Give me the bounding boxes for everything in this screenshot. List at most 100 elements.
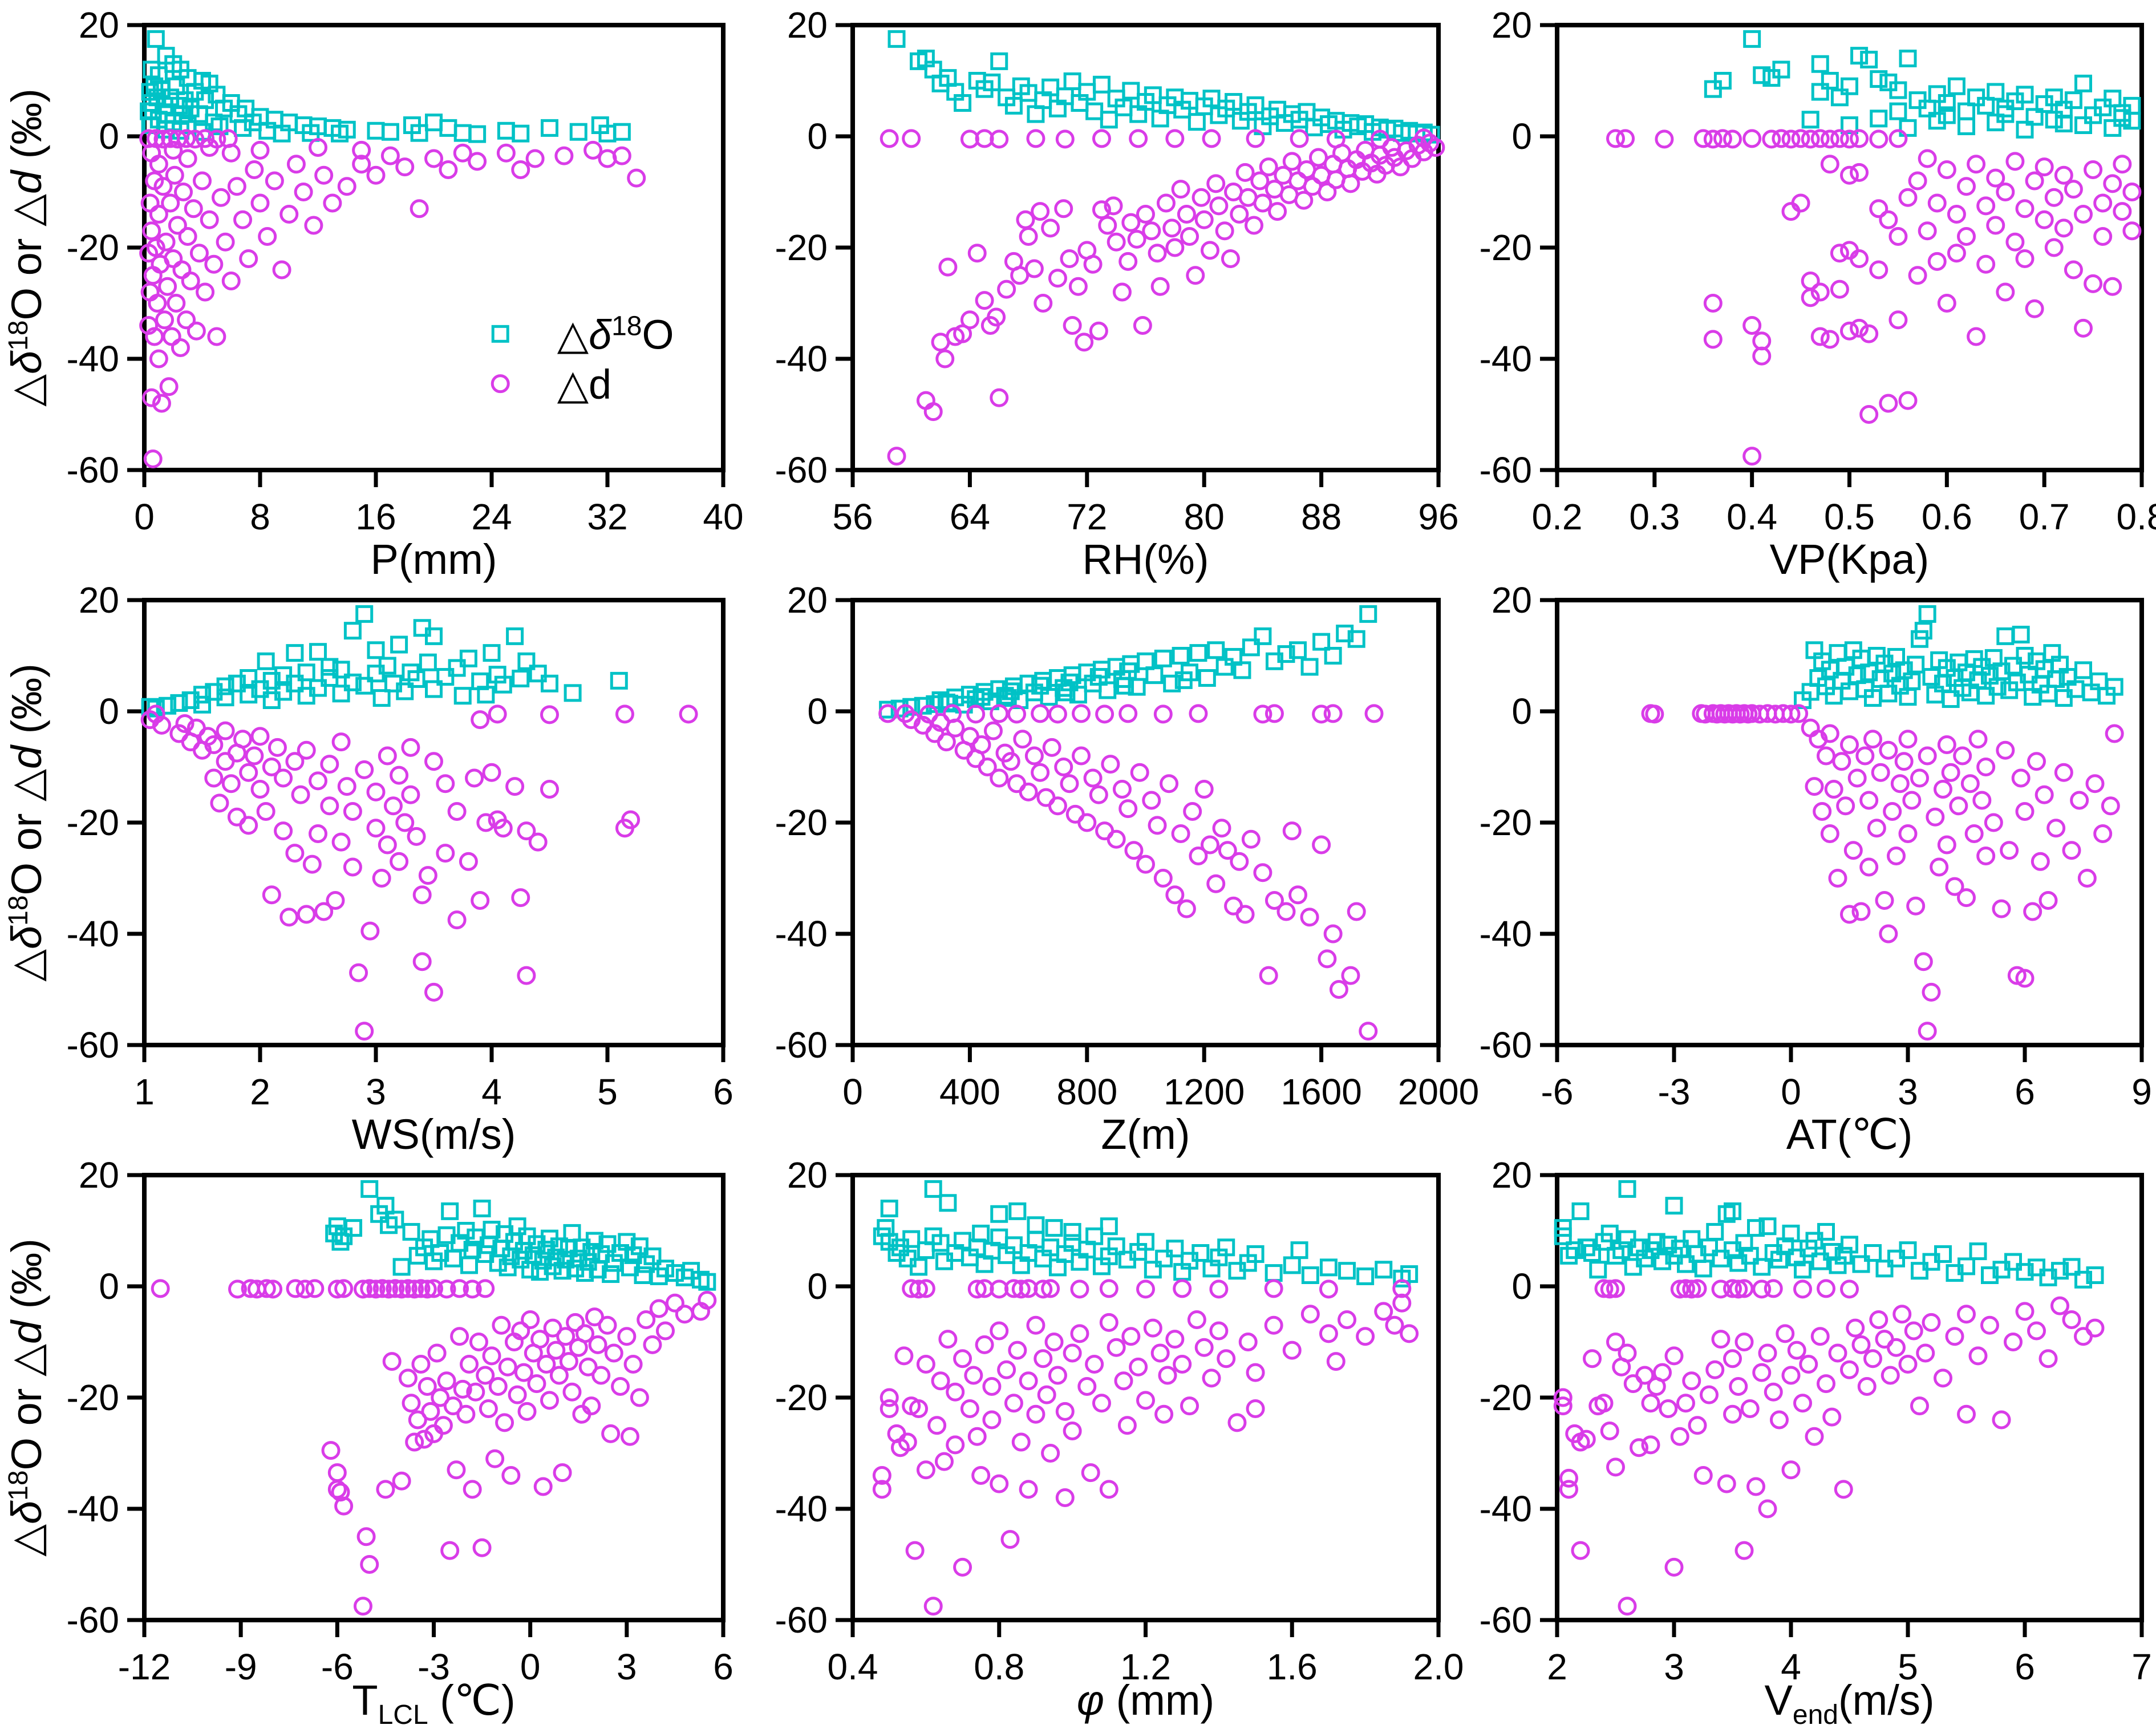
series-delta_d <box>880 128 1445 466</box>
data-point-circle <box>1906 896 1926 916</box>
data-point-square <box>1938 94 1956 112</box>
data-point-circle <box>931 1371 950 1391</box>
data-point-square <box>343 673 362 691</box>
data-point-circle <box>437 1279 456 1299</box>
data-point-circle <box>392 1471 411 1491</box>
data-point-circle <box>1202 129 1221 148</box>
data-point-circle <box>1019 1480 1038 1499</box>
data-point-circle <box>1957 1305 1976 1324</box>
data-point-circle <box>937 732 956 752</box>
data-point-circle <box>304 216 323 235</box>
data-point-square <box>1958 1257 1975 1275</box>
data-point-circle <box>1859 324 1879 343</box>
data-point-square <box>331 124 349 143</box>
data-point-circle <box>1133 316 1152 335</box>
data-point-circle <box>1828 1343 1847 1363</box>
data-point-square <box>1207 641 1225 659</box>
y-tick-label: 0 <box>807 691 828 732</box>
data-point-circle <box>576 1324 595 1343</box>
data-point-circle <box>1294 191 1314 210</box>
data-point-circle <box>1787 1341 1806 1360</box>
data-point-circle <box>1742 129 1762 148</box>
data-point-circle <box>2044 188 2064 207</box>
data-point-circle <box>588 1335 607 1354</box>
data-point-circle <box>987 307 1006 327</box>
data-point-square <box>1144 86 1162 104</box>
data-point-circle <box>997 280 1016 299</box>
data-point-circle <box>1426 138 1445 157</box>
data-point-square <box>1198 669 1216 687</box>
data-point-circle <box>1054 199 1073 218</box>
data-point-circle <box>623 1355 643 1374</box>
data-point-circle <box>353 1279 372 1299</box>
data-point-circle <box>1762 129 1781 149</box>
data-point-circle <box>895 704 915 723</box>
data-point-circle <box>159 377 179 396</box>
data-point-circle <box>1308 148 1328 167</box>
data-point-circle <box>274 821 293 841</box>
data-point-circle <box>1676 1394 1695 1413</box>
x-tick-label: -12 <box>118 1646 171 1687</box>
data-point-square <box>1242 638 1260 657</box>
data-point-circle <box>453 1379 472 1399</box>
data-point-circle <box>1770 1410 1789 1430</box>
data-point-circle <box>1143 1318 1162 1338</box>
data-point-square <box>531 1263 549 1281</box>
data-point-circle <box>360 921 380 941</box>
data-point-circle <box>1060 249 1079 268</box>
data-point-square <box>1942 690 1960 708</box>
data-point-circle <box>1042 738 1061 757</box>
data-point-circle <box>1851 902 1871 921</box>
data-point-circle <box>250 780 270 799</box>
data-point-square <box>939 1194 957 1212</box>
y-tick-label: 0 <box>807 1266 828 1307</box>
data-point-square <box>2016 1263 2034 1281</box>
data-point-circle <box>433 1416 453 1435</box>
data-point-circle <box>1107 829 1126 849</box>
data-point-circle <box>482 763 501 782</box>
y-tick-label: 20 <box>1492 580 1532 621</box>
data-point-circle <box>1246 1363 1265 1382</box>
data-point-square <box>1225 93 1243 111</box>
data-point-square <box>2104 119 2122 137</box>
data-point-circle <box>382 1352 402 1371</box>
data-point-circle <box>916 1279 935 1298</box>
data-point-circle <box>543 1318 562 1338</box>
data-point-circle <box>1162 218 1182 238</box>
data-point-square <box>2025 108 2044 126</box>
data-point-circle <box>1850 163 1869 182</box>
data-point-square <box>1359 605 1377 623</box>
panel-Z: 0 400 800 1200 1600 2000 20 0 -20 -40 -60 Z(m) <box>775 580 1480 1158</box>
x-tick-label: 56 <box>832 496 873 537</box>
data-point-square <box>1841 77 1858 95</box>
data-point-square <box>2113 109 2131 127</box>
data-point-square <box>2086 1266 2104 1284</box>
data-point-circle <box>1630 1438 1648 1457</box>
data-point-circle <box>1024 746 1044 766</box>
data-point-circle <box>1996 740 2015 760</box>
data-point-square <box>2094 98 2112 116</box>
data-point-circle <box>471 891 490 910</box>
data-point-circle <box>175 714 194 733</box>
data-point-square <box>1654 1252 1671 1270</box>
data-point-circle <box>521 1310 540 1329</box>
legend-marker-circle <box>491 374 510 394</box>
data-point-circle <box>469 1333 488 1351</box>
data-point-square <box>602 1265 620 1283</box>
y-tick-label: -40 <box>67 338 120 379</box>
data-point-circle <box>294 183 313 201</box>
data-point-square <box>1166 1240 1184 1258</box>
plot-frame <box>142 23 726 472</box>
y-tick-label: -40 <box>67 913 120 954</box>
data-point-circle <box>1092 129 1111 148</box>
data-point-circle <box>1817 1279 1835 1298</box>
y-tick-label: 0 <box>1511 116 1532 157</box>
data-point-circle <box>1616 129 1635 148</box>
data-point-circle <box>1300 1305 1320 1324</box>
y-axis-title: △δ18O or △d (‰) <box>3 88 50 407</box>
data-point-circle <box>617 1327 637 1346</box>
data-point-square <box>1817 1222 1835 1241</box>
data-point-circle <box>268 738 287 757</box>
data-point-circle <box>1898 730 1918 749</box>
